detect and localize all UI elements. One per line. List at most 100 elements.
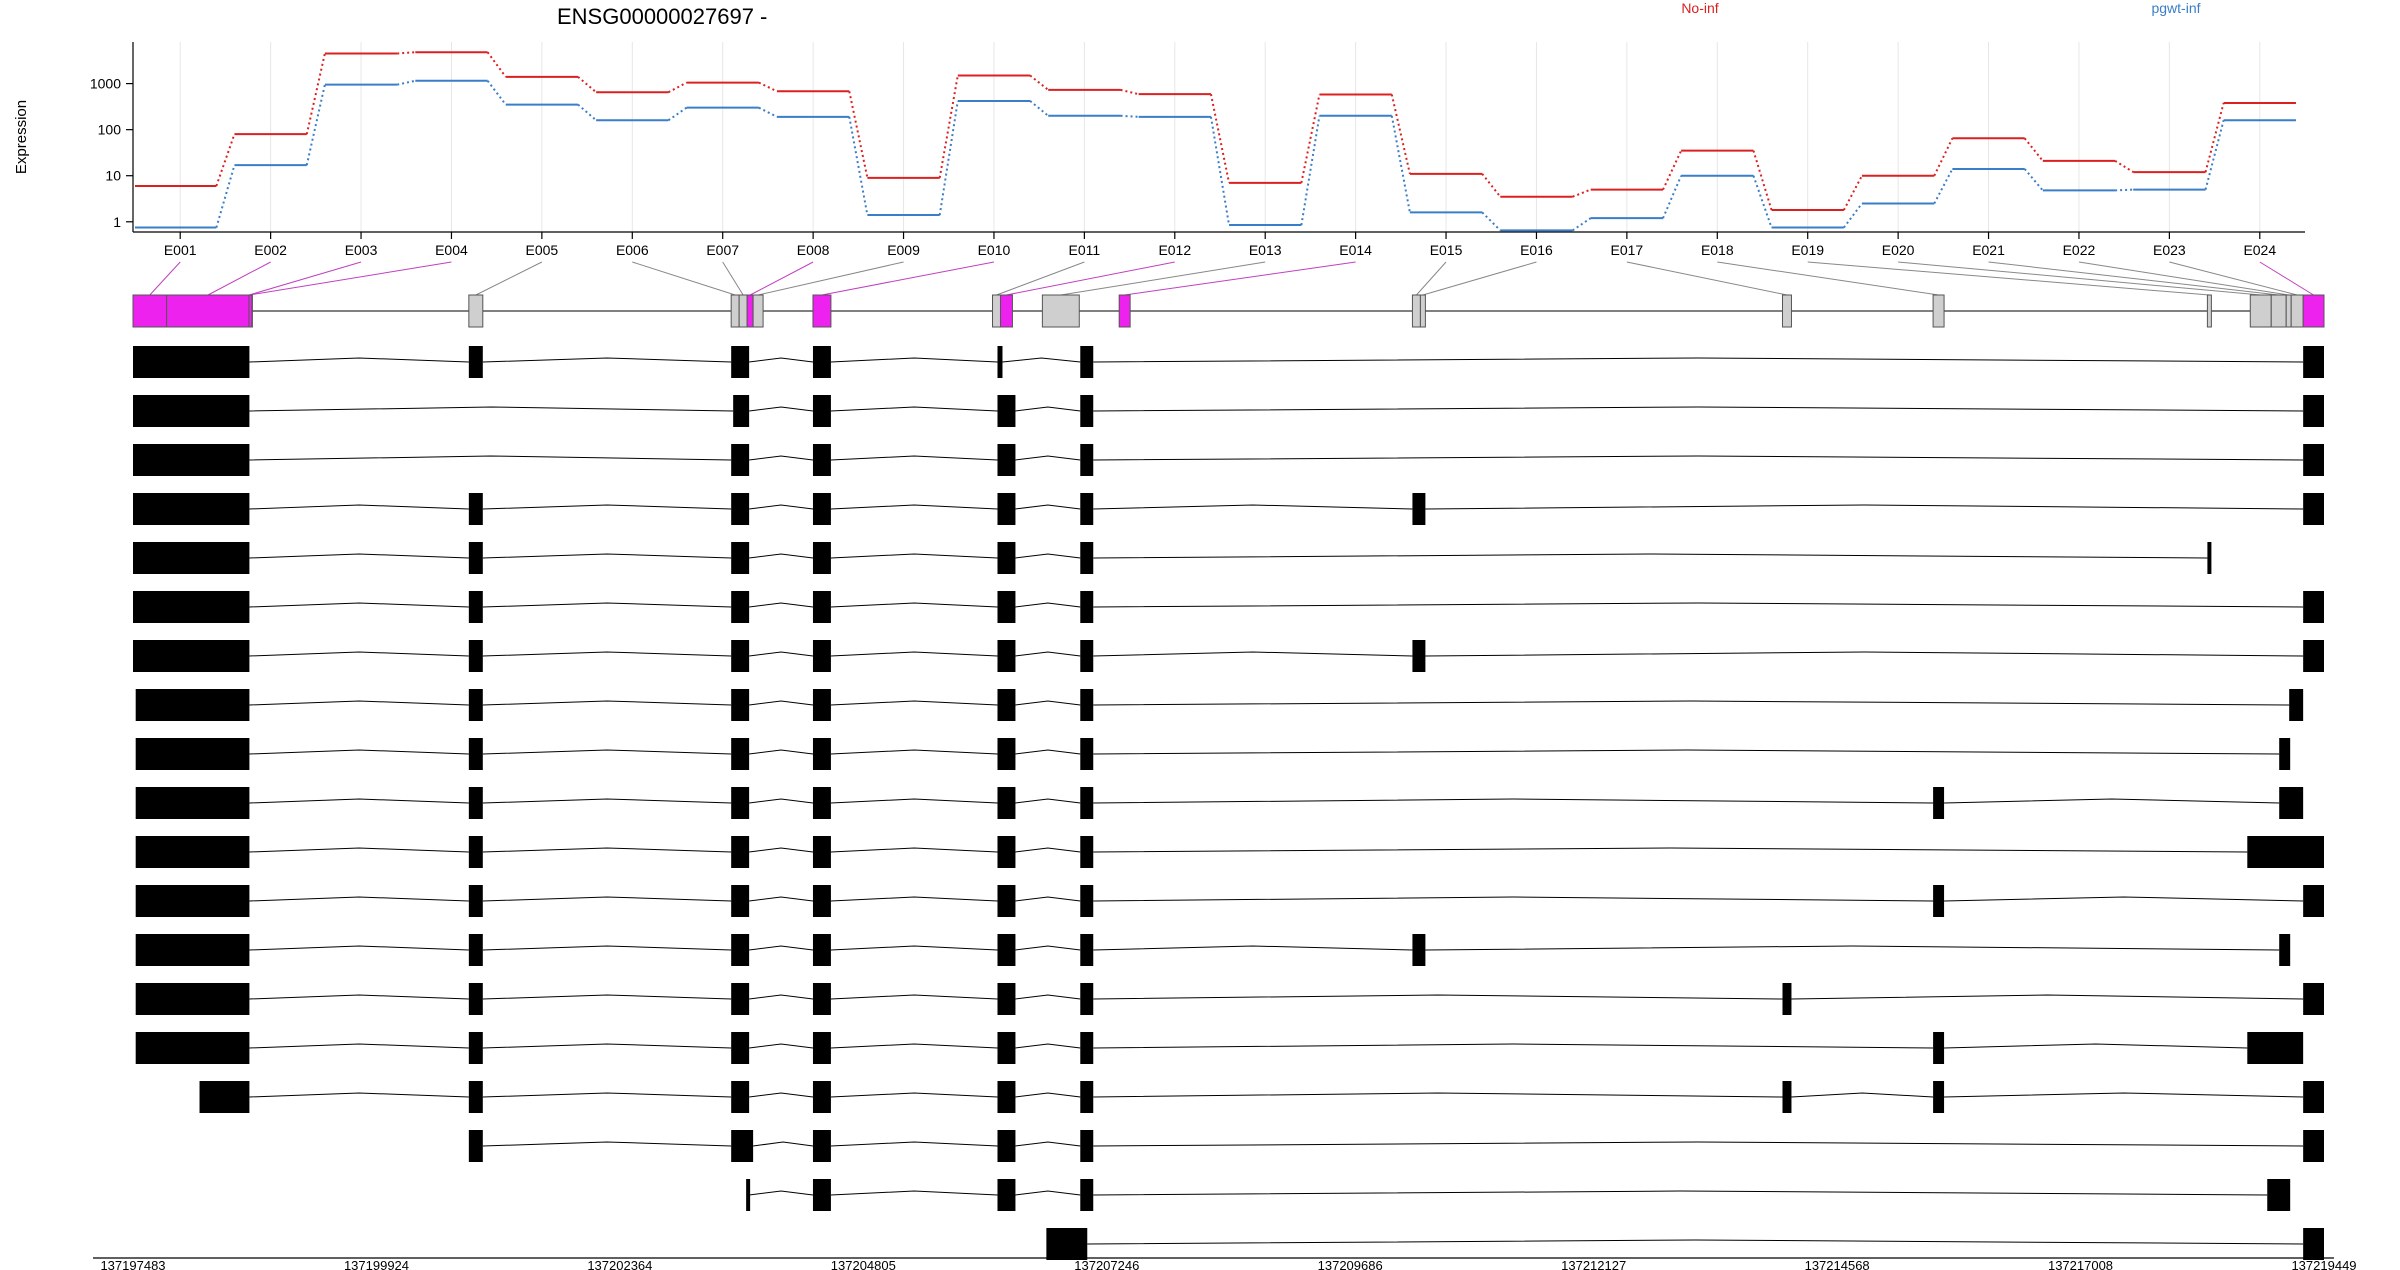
transcript-exon [1080,493,1094,525]
transcript-exon [997,591,1016,623]
intron-line [1015,945,1081,951]
intron-line [249,1092,469,1098]
bin-link-line [149,261,181,296]
series-connector [215,133,236,187]
transcript-exon [1782,1081,1792,1113]
exon-bin-rect [730,294,740,328]
transcript-exon [1412,640,1426,672]
transcript-exon [135,983,250,1015]
transcript-exon [731,1032,750,1064]
intron-line [482,847,732,853]
intron-line [749,1043,814,1049]
transcript-exon [135,934,250,966]
intron-line [830,455,998,461]
transcript-exon [135,1032,250,1064]
intron-line [1015,553,1081,559]
series-connector [848,91,869,179]
y-tick-label: 100 [98,122,122,138]
y-tick-label: 1000 [90,76,121,92]
x-tick-label: E012 [1158,242,1191,258]
series-connector [1300,94,1321,184]
transcript-exon [1933,787,1945,819]
transcript-exon [812,885,831,917]
series-connector [1481,173,1502,198]
transcript-exon [997,836,1016,868]
intron-line [1015,1043,1081,1049]
legend-entry: pgwt-inf [2151,0,2200,16]
intron-line [1093,798,1934,804]
transcript-exon [997,542,1016,574]
transcript-exon [731,346,750,378]
series-connector [1209,93,1231,184]
intron-line [830,798,998,804]
transcript-exon [1080,1179,1094,1211]
intron-line [830,651,998,657]
x-tick-label: E014 [1339,242,1372,258]
transcript-exon [1412,493,1426,525]
bin-link-line [749,261,814,296]
series-connector [667,106,688,122]
genomic-tick-label: 137212127 [1561,1258,1626,1270]
transcript-exon [731,738,750,770]
bin-link-line [249,261,452,296]
transcript-exon [812,738,831,770]
genomic-tick-label: 137219449 [2291,1258,2356,1270]
intron-line [1093,602,2304,608]
series-connector [2204,120,2225,190]
intron-line [1093,406,2304,412]
intron-line [249,357,469,363]
intron-line [749,651,814,657]
series-connector [2115,188,2134,192]
intron-line [1093,896,1934,902]
intron-line [482,1092,732,1098]
exon-bin-rect [1118,294,1131,328]
series-connector [2204,102,2225,173]
transcript-exon [731,444,750,476]
exon-bin-rect [999,294,1013,328]
exon-bin-rect [812,294,832,328]
transcript-exon [812,787,831,819]
intron-line [1093,504,1413,510]
bin-link-line [757,261,904,296]
transcript-exon [812,493,831,525]
transcript-exon [133,542,250,574]
intron-line [482,602,732,608]
series-connector [486,80,507,106]
transcript-exon [1080,542,1094,574]
x-tick-label: E005 [526,242,559,258]
intron-line [830,1190,998,1196]
exon-bin-rect [1041,294,1080,328]
exon-bin-rect [132,294,168,328]
exon-bin-rect [752,294,764,328]
transcript-exon [812,1179,831,1211]
series-connector [1029,74,1049,91]
intron-line [1015,700,1081,706]
transcript-exon [1080,787,1094,819]
intron-line [749,994,814,1000]
intron-line [249,1043,469,1049]
bin-link-line [632,261,736,296]
exon-bin-rect [248,294,253,328]
intron-line [749,357,814,363]
transcript-exon [1080,836,1094,868]
transcript-exon [997,885,1016,917]
exon-bin-rect [1411,294,1421,328]
y-tick-label: 1 [113,214,121,230]
y-tick-label: 10 [105,168,121,184]
intron-line [1944,1043,2248,1049]
bin-link-line [2078,261,2289,296]
x-tick-label: E015 [1430,242,1463,258]
transcript-exon [731,1081,750,1113]
bin-link-line [1626,261,1788,296]
intron-line [753,1141,814,1147]
transcript-exon [812,591,831,623]
intron-line [1093,651,1413,657]
transcript-exon [997,395,1016,427]
intron-line [482,651,732,657]
intron-line [749,602,814,608]
intron-line [1015,1141,1081,1147]
transcript-exon [812,395,831,427]
transcript-exon [468,542,483,574]
intron-line [830,749,998,755]
